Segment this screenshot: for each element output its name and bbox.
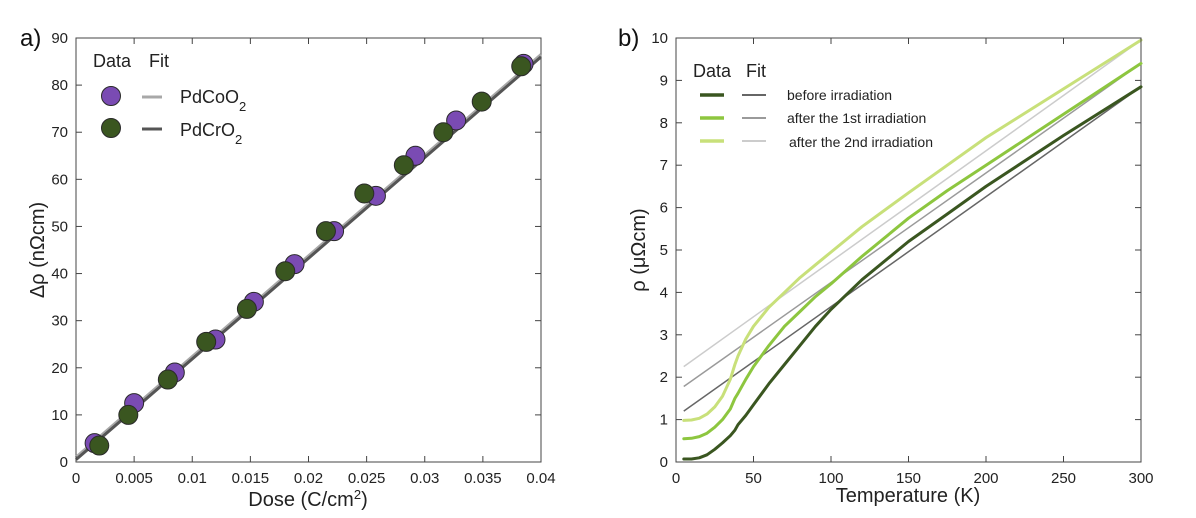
panel-b-y-tick-label: 7 <box>660 157 668 174</box>
panel-a-fit-lines <box>75 53 542 461</box>
panel-b-y-axis-label: ρ (μΩcm) <box>628 208 650 291</box>
panel-b-y-tick-label: 2 <box>660 369 668 386</box>
panel-b-y-tick-label: 0 <box>660 454 668 471</box>
panel-a-x-tick-label: 0.015 <box>232 470 270 487</box>
panel-b-y-tick-label: 8 <box>660 115 668 132</box>
fit-line-1 <box>683 62 1142 388</box>
fit-line-1 <box>75 55 542 461</box>
panel-b-frame <box>675 37 1142 463</box>
panel-a-y-tick-label: 40 <box>51 266 68 283</box>
panel-b-x-tick-label: 300 <box>1128 470 1153 487</box>
panel-b-y-tick-label: 4 <box>660 284 668 301</box>
data-point-pdcro2 <box>89 435 110 456</box>
panel-a-x-tick-label: 0.02 <box>294 470 323 487</box>
legend-b-label-first: after the 1st irradiation <box>787 110 926 126</box>
panel-b-y-tick-label: 3 <box>660 327 668 344</box>
legend-b-data-header: Data <box>693 61 732 81</box>
panel-a-x-tick-label: 0 <box>72 470 80 487</box>
panel-b-legend: Data Fit before irradiation after the 1s… <box>693 61 933 150</box>
panel-a-y-tick-label: 60 <box>51 171 68 188</box>
legend-a-label-pdcro2: PdCrO2 <box>180 120 242 147</box>
panel-b-x-tick-label: 150 <box>896 470 921 487</box>
panel-a-y-tick-label: 70 <box>51 124 68 141</box>
data-point-pdcro2 <box>275 261 296 282</box>
panel-b-x-axis-label: Temperature (K) <box>836 485 981 507</box>
panel-b-x-tick-label: 250 <box>1051 470 1076 487</box>
panel-b-y-tick-label: 9 <box>660 72 668 89</box>
panel-b-x-ticks: 0 50 100 150 200 250 300 <box>672 38 1154 487</box>
panel-b-x-tick-label: 50 <box>745 470 762 487</box>
panel-b-y-tick-label: 6 <box>660 200 668 217</box>
panel-b-y-ticks: 0 1 2 3 4 5 6 7 8 9 10 <box>651 30 1141 471</box>
data-point-pdcro2 <box>433 122 454 143</box>
panel-a-x-tick-label: 0.025 <box>348 470 386 487</box>
data-point-pdcro2 <box>157 369 178 390</box>
data-point-pdcro2 <box>354 183 375 204</box>
data-point-pdcro2 <box>471 91 492 112</box>
legend-a-fit-header: Fit <box>149 51 169 71</box>
panel-a-label: a) <box>20 25 41 52</box>
panel-a-x-tick-label: 0.01 <box>178 470 207 487</box>
data-point-pdcro2 <box>393 155 414 176</box>
panel-b: b) 0 50 100 150 200 250 300 0 1 2 3 4 5 6 7 8 9 10 Tempe… <box>618 25 1154 507</box>
legend-a-label-pdcoo2: PdCoO2 <box>180 87 246 114</box>
legend-b-fit-header: Fit <box>746 61 766 81</box>
series-line-2 <box>682 38 1143 422</box>
panel-a-y-axis-label: Δρ (nΩcm) <box>27 202 49 298</box>
panel-a-y-tick-label: 10 <box>51 407 68 424</box>
panel-a-data-points <box>84 53 534 456</box>
panel-b-y-tick-label: 1 <box>660 412 668 429</box>
series-line-1 <box>682 61 1143 441</box>
legend-a-data-header: Data <box>93 51 132 71</box>
legend-b-label-second: after the 2nd irradiation <box>789 134 933 150</box>
panel-b-label: b) <box>618 25 639 52</box>
legend-b-label-before: before irradiation <box>787 87 892 103</box>
data-point-pdcro2 <box>196 331 217 352</box>
panel-b-x-tick-label: 100 <box>818 470 843 487</box>
data-point-pdcro2 <box>511 56 532 77</box>
panel-a-y-tick-label: 80 <box>51 77 68 94</box>
panel-a-x-tick-label: 0.005 <box>115 470 153 487</box>
panel-a-y-tick-label: 20 <box>51 360 68 377</box>
panel-a-y-ticks: 0 10 20 30 40 50 60 70 80 90 <box>51 30 541 471</box>
panel-a-y-tick-label: 90 <box>51 30 68 47</box>
panel-a-x-axis-label: Dose (C/cm2) <box>248 487 367 512</box>
panel-b-y-tick-label: 10 <box>651 30 668 47</box>
panel-b-data-lines <box>682 38 1143 461</box>
panel-a-x-tick-label: 0.04 <box>526 470 555 487</box>
panel-a-y-tick-label: 30 <box>51 313 68 330</box>
panel-a-x-tick-label: 0.035 <box>464 470 502 487</box>
fit-line-2 <box>683 39 1142 368</box>
panel-b-x-tick-label: 0 <box>672 470 680 487</box>
legend-a-marker-pdcoo2 <box>101 86 121 106</box>
panel-a-x-tick-label: 0.03 <box>410 470 439 487</box>
legend-a-marker-pdcro2 <box>101 118 121 138</box>
panel-a-x-ticks: 0 0.005 0.01 0.015 0.02 0.025 0.03 0.035 0.04 <box>72 38 556 487</box>
fit-line-0 <box>75 53 542 459</box>
data-point-pdcro2 <box>236 298 257 319</box>
data-point-pdcro2 <box>315 221 336 242</box>
panel-a-y-tick-label: 50 <box>51 218 68 235</box>
data-point-pdcro2 <box>118 404 139 425</box>
panel-a: a) 0 0.005 0.01 0.015 0.02 0.025 0.03 0.035 0.04… <box>20 25 556 511</box>
panel-a-y-tick-label: 0 <box>60 454 68 471</box>
panel-a-legend: Data Fit PdCoO2 PdCrO2 <box>93 51 246 147</box>
panel-b-x-tick-label: 200 <box>973 470 998 487</box>
data-point-pdcoo2 <box>446 110 467 131</box>
panel-b-y-tick-label: 5 <box>660 242 668 259</box>
series-line-0 <box>682 85 1143 461</box>
